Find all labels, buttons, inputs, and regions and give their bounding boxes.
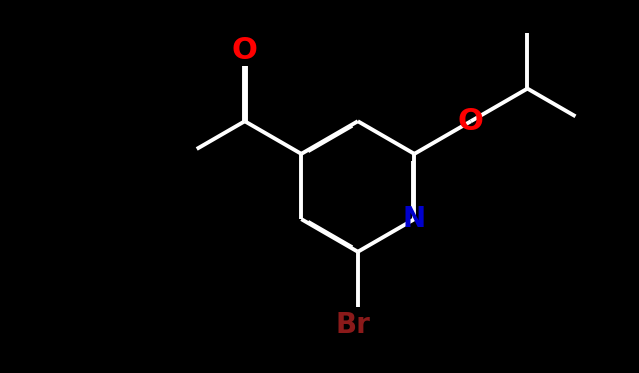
Text: O: O (458, 107, 484, 136)
Text: Br: Br (335, 311, 370, 339)
Text: N: N (403, 205, 426, 233)
Text: O: O (232, 36, 258, 65)
